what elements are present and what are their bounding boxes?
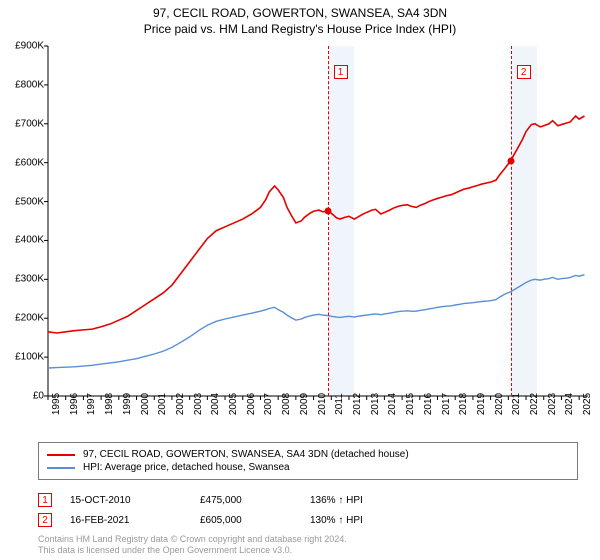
x-tick-label: 2008	[281, 393, 292, 415]
y-tick-label: £600K	[0, 157, 44, 168]
y-tick-label: £800K	[0, 79, 44, 90]
title-main: 97, CECIL ROAD, GOWERTON, SWANSEA, SA4 3…	[0, 0, 600, 20]
x-tick-label: 2020	[494, 393, 505, 415]
y-tick-label: £900K	[0, 41, 44, 52]
sale-date: 15-OCT-2010	[70, 495, 200, 506]
x-tick-label: 2025	[582, 393, 593, 415]
footnote: Contains HM Land Registry data © Crown c…	[38, 534, 347, 557]
x-tick-label: 2015	[405, 393, 416, 415]
x-tick-label: 1999	[122, 393, 133, 415]
x-tick-label: 2022	[529, 393, 540, 415]
x-tick-label: 2002	[175, 393, 186, 415]
sale-price: £605,000	[200, 515, 310, 526]
legend-label-2: HPI: Average price, detached house, Swan…	[83, 462, 290, 473]
footnote-line-2: This data is licensed under the Open Gov…	[38, 545, 347, 556]
sale-pct: 136% ↑ HPI	[310, 495, 430, 506]
plot-area: 12£0£100K£200K£300K£400K£500K£600K£700K£…	[48, 46, 588, 396]
x-tick-label: 1996	[69, 393, 80, 415]
legend-row: HPI: Average price, detached house, Swan…	[47, 461, 569, 474]
sales-row: 1 15-OCT-2010 £475,000 136% ↑ HPI	[38, 490, 430, 510]
sales-row: 2 16-FEB-2021 £605,000 130% ↑ HPI	[38, 510, 430, 530]
sales-table: 1 15-OCT-2010 £475,000 136% ↑ HPI 2 16-F…	[38, 490, 430, 530]
x-tick-label: 2013	[370, 393, 381, 415]
title-sub: Price paid vs. HM Land Registry's House …	[0, 20, 600, 42]
sale-pct: 130% ↑ HPI	[310, 515, 430, 526]
x-tick-label: 2003	[193, 393, 204, 415]
footnote-line-1: Contains HM Land Registry data © Crown c…	[38, 534, 347, 545]
x-tick-label: 2018	[458, 393, 469, 415]
legend-label-1: 97, CECIL ROAD, GOWERTON, SWANSEA, SA4 3…	[83, 449, 409, 460]
event-marker-2: 2	[517, 65, 531, 79]
x-tick-label: 2019	[476, 393, 487, 415]
x-tick-label: 2000	[140, 393, 151, 415]
x-tick-label: 1998	[104, 393, 115, 415]
x-tick-label: 2017	[441, 393, 452, 415]
y-tick-label: £0	[0, 391, 44, 402]
chart-container: 97, CECIL ROAD, GOWERTON, SWANSEA, SA4 3…	[0, 0, 600, 560]
x-tick-label: 2021	[511, 393, 522, 415]
y-tick-label: £200K	[0, 313, 44, 324]
sale-date: 16-FEB-2021	[70, 515, 200, 526]
x-tick-label: 2023	[547, 393, 558, 415]
y-tick-label: £500K	[0, 196, 44, 207]
sale-price: £475,000	[200, 495, 310, 506]
y-tick-label: £700K	[0, 118, 44, 129]
sale-marker-2: 2	[38, 513, 52, 527]
x-tick-label: 2016	[423, 393, 434, 415]
legend-row: 97, CECIL ROAD, GOWERTON, SWANSEA, SA4 3…	[47, 448, 569, 461]
x-tick-label: 1995	[51, 393, 62, 415]
x-tick-label: 2014	[387, 393, 398, 415]
x-tick-label: 2009	[299, 393, 310, 415]
legend-swatch-2	[47, 467, 75, 469]
y-tick-label: £100K	[0, 352, 44, 363]
x-tick-label: 1997	[86, 393, 97, 415]
y-tick-label: £300K	[0, 274, 44, 285]
sale-marker-1: 1	[38, 493, 52, 507]
x-tick-label: 2004	[210, 393, 221, 415]
x-tick-label: 2012	[352, 393, 363, 415]
legend-swatch-1	[47, 454, 75, 456]
x-tick-label: 2006	[246, 393, 257, 415]
x-tick-label: 2011	[334, 393, 345, 415]
legend-box: 97, CECIL ROAD, GOWERTON, SWANSEA, SA4 3…	[38, 442, 578, 480]
x-tick-label: 2007	[263, 393, 274, 415]
x-tick-label: 2005	[228, 393, 239, 415]
x-tick-label: 2001	[157, 393, 168, 415]
x-tick-label: 2024	[564, 393, 575, 415]
x-tick-label: 2010	[317, 393, 328, 415]
event-marker-1: 1	[334, 65, 348, 79]
y-tick-label: £400K	[0, 235, 44, 246]
